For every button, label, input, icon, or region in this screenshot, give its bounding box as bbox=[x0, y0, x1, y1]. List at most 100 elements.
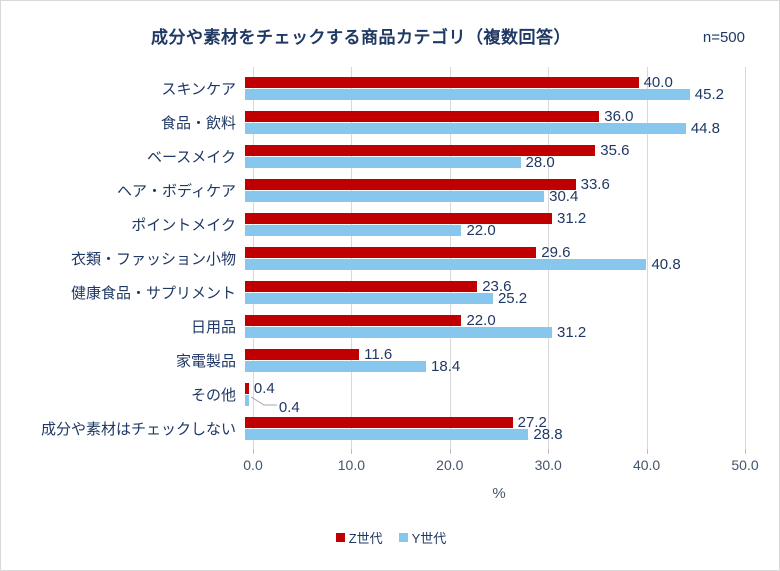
bar-line: 28.0 bbox=[245, 153, 737, 171]
category-label: 成分や素材はチェックしない bbox=[40, 420, 236, 438]
gridline bbox=[745, 67, 746, 449]
bar-line: 0.4 bbox=[245, 379, 737, 397]
value-label: 35.6 bbox=[600, 141, 630, 159]
z-series-bar bbox=[245, 144, 596, 156]
bar-line: 22.0 bbox=[245, 313, 737, 328]
value-label: 31.2 bbox=[557, 209, 587, 227]
category-row: ベースメイク 35.6 28.0 bbox=[1, 139, 745, 173]
y-series-bar bbox=[245, 258, 647, 270]
y-series-bar bbox=[245, 326, 552, 338]
category-row: 衣類・ファッション小物 29.6 40.8 bbox=[1, 241, 745, 275]
category-row: スキンケア 40.0 45.2 bbox=[1, 71, 745, 105]
bar-line: 27.2 bbox=[245, 413, 737, 431]
value-label: 22.0 bbox=[466, 221, 496, 239]
bars-cell: 22.0 31.2 bbox=[245, 309, 737, 343]
value-label: 36.0 bbox=[604, 107, 634, 125]
bars-cell: 0.4 0.4 bbox=[245, 377, 737, 415]
x-tick-label: 10.0 bbox=[337, 457, 366, 473]
category-label: 健康食品・サプリメント bbox=[70, 284, 236, 302]
bars-cell: 29.6 40.8 bbox=[245, 241, 737, 275]
legend: Z世代 Y世代 bbox=[1, 528, 779, 547]
z-series-bar bbox=[245, 348, 360, 360]
sample-size-label: n=500 bbox=[702, 29, 745, 46]
bars-cell: 33.6 30.4 bbox=[245, 173, 737, 207]
value-label: 28.8 bbox=[533, 425, 563, 443]
bar-line: 40.0 bbox=[245, 73, 737, 91]
category-label: 日用品 bbox=[190, 318, 236, 336]
y-series-bar bbox=[245, 224, 462, 236]
bar-line: 31.2 bbox=[245, 323, 737, 341]
axis-tick bbox=[745, 449, 746, 454]
value-label: 27.2 bbox=[517, 413, 547, 431]
value-label: 31.2 bbox=[557, 323, 587, 341]
bar-line: 33.6 bbox=[245, 175, 737, 193]
z-series-bar bbox=[245, 110, 600, 122]
legend-label: Z世代 bbox=[348, 531, 383, 546]
category-row: ヘア・ボディケア 33.6 30.4 bbox=[1, 173, 745, 207]
bar-line: 31.2 bbox=[245, 209, 737, 227]
bar-line: 35.6 bbox=[245, 141, 737, 159]
value-label: 28.0 bbox=[525, 153, 555, 171]
gridline bbox=[548, 67, 550, 449]
y-series-bar bbox=[245, 394, 249, 406]
x-tick-label: 30.0 bbox=[534, 457, 562, 473]
category-row: 日用品 22.0 31.2 bbox=[1, 309, 745, 343]
bar-line: 30.4 bbox=[245, 189, 737, 204]
category-row: 健康食品・サプリメント 23.6 25.2 bbox=[1, 275, 745, 309]
bar-line: 45.2 bbox=[245, 85, 737, 103]
x-tick-label: 0.0 bbox=[243, 457, 263, 473]
value-label: 11.6 bbox=[364, 345, 393, 363]
category-row: その他 0.4 0.4 bbox=[1, 377, 745, 415]
x-tick-label: 40.0 bbox=[632, 457, 661, 473]
y-series-bar bbox=[245, 88, 690, 100]
value-label: 44.8 bbox=[690, 119, 721, 137]
value-label: 40.0 bbox=[643, 73, 673, 91]
bars-cell: 40.0 45.2 bbox=[245, 71, 737, 105]
category-label: 衣類・ファッション小物 bbox=[70, 250, 236, 268]
category-row: ポイントメイク 31.2 22.0 bbox=[1, 207, 745, 241]
bar-line: 18.4 bbox=[245, 359, 737, 374]
bars-cell: 35.6 28.0 bbox=[245, 139, 737, 173]
bar-line: 29.6 bbox=[245, 243, 737, 261]
gridline bbox=[449, 67, 451, 449]
bars-cell: 31.2 22.0 bbox=[245, 207, 737, 241]
category-label: ヘア・ボディケア bbox=[117, 182, 236, 200]
axis-tick bbox=[646, 449, 648, 454]
y-series-bar bbox=[245, 360, 427, 372]
value-label: 40.8 bbox=[651, 255, 681, 273]
z-series-bar bbox=[245, 212, 552, 224]
legend-swatch-z bbox=[335, 533, 345, 542]
legend-item-y: Y世代 bbox=[398, 528, 446, 547]
bar-line: 0.4 bbox=[245, 394, 737, 415]
z-series-bar bbox=[245, 416, 513, 428]
z-series-bar bbox=[245, 178, 576, 190]
bar-rows: スキンケア 40.0 45.2 食品・飲料 36.0 44.8 ベースメイク 35.6 28.0… bbox=[1, 71, 745, 445]
value-label: 45.2 bbox=[694, 85, 724, 103]
gridline bbox=[351, 67, 353, 449]
z-series-bar bbox=[245, 280, 478, 292]
chart-title: 成分や素材をチェックする商品カテゴリ（複数回答） bbox=[151, 28, 571, 47]
axis-tick bbox=[253, 449, 254, 454]
category-row: 食品・飲料 36.0 44.8 bbox=[1, 105, 745, 139]
plot-area bbox=[253, 67, 746, 454]
bars-cell: 23.6 25.2 bbox=[245, 275, 737, 309]
bar-line: 23.6 bbox=[245, 277, 737, 295]
y-series-bar bbox=[245, 428, 529, 440]
bar-line: 40.8 bbox=[245, 255, 737, 273]
bar-line: 44.8 bbox=[245, 119, 737, 137]
value-label: 33.6 bbox=[580, 175, 610, 193]
category-row: 成分や素材はチェックしない 27.2 28.8 bbox=[1, 411, 745, 445]
axis-tick bbox=[548, 449, 550, 454]
gridline bbox=[253, 67, 254, 449]
value-label: 23.6 bbox=[482, 277, 512, 295]
category-label: その他 bbox=[190, 386, 236, 404]
value-label: 29.6 bbox=[541, 243, 571, 261]
bar-line: 36.0 bbox=[245, 107, 737, 125]
bar-line: 22.0 bbox=[245, 221, 737, 239]
category-row: 家電製品 11.6 18.4 bbox=[1, 343, 745, 377]
value-label: 0.4 bbox=[253, 379, 275, 397]
category-label: 食品・飲料 bbox=[160, 114, 236, 132]
gridline bbox=[646, 67, 648, 449]
value-label: 25.2 bbox=[497, 289, 528, 307]
bar-line: 25.2 bbox=[245, 289, 737, 307]
